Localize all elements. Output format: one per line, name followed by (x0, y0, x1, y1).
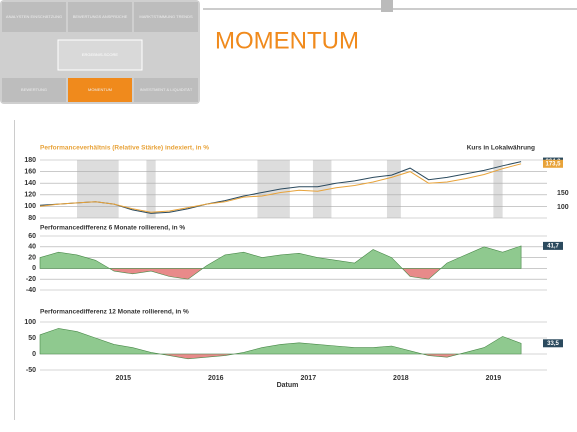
y-tick-label: 0 (32, 351, 36, 358)
y-tick-label: 100 (24, 319, 36, 326)
shaded-band (312, 160, 332, 218)
shaded-band (386, 160, 401, 218)
tile (2, 2, 66, 32)
frame (14, 120, 15, 420)
tile-label: INVESTMENT & LIQUIDITÄT (140, 87, 193, 92)
y-tick-label: 50 (28, 335, 36, 342)
tile (134, 78, 198, 102)
end-label-box (543, 339, 563, 348)
x-axis-label: Datum (277, 382, 299, 389)
x-tick-label: 2015 (115, 375, 131, 382)
x-tick-label: 2019 (486, 375, 502, 382)
tile-label: BEWERTUNGS ANSPRÜCHE (73, 14, 128, 19)
y-tick-label: 160 (24, 168, 36, 175)
line (39, 163, 522, 213)
end-label: 33,5 (547, 341, 559, 347)
tile-label: MARKTSTIMMUNG TRENDS (139, 14, 193, 19)
chart-title: Performanceverhältnis (Relative Stärke) … (40, 145, 209, 152)
y-tick-label: 40 (28, 244, 36, 251)
shaded-band (493, 160, 503, 218)
x-tick-label: 2017 (301, 375, 317, 382)
shaded-band (77, 160, 119, 218)
y-tick-label: 0 (32, 265, 36, 272)
y-tick-label: -50 (26, 367, 36, 374)
tile-label: BEWERTUNG (21, 87, 47, 92)
end-label-box (543, 159, 563, 168)
area (39, 245, 522, 280)
tile (68, 2, 132, 32)
tile-label: ANALYSTEN EINSCHÄTZUNG (6, 14, 62, 19)
shaded-band (257, 160, 290, 218)
area (39, 328, 522, 360)
shaded-band (146, 160, 156, 218)
y-tick-label: 100 (24, 203, 36, 210)
end-label: 41,7 (547, 243, 559, 249)
y-tick-label: 180 (24, 157, 36, 164)
tile (68, 78, 132, 102)
tile (2, 78, 66, 102)
y-tick-label: -20 (26, 276, 36, 283)
x-tick-label: 2018 (393, 375, 409, 382)
end-label-box (543, 241, 563, 250)
x-tick-label: 2016 (208, 375, 224, 382)
end-label: 173,5 (545, 161, 561, 167)
tile (57, 39, 143, 71)
chart-title: Performancedifferenz 6 Monate rollierend… (40, 225, 185, 232)
y-tick-label: 60 (28, 233, 36, 240)
tile-label: MOMENTUM (88, 87, 112, 92)
y-tick-label: 80 (28, 215, 36, 222)
y-tick-label: -40 (26, 287, 36, 294)
y-tick-label: 20 (28, 254, 36, 261)
tile (134, 2, 198, 32)
y-tick-label: 120 (24, 192, 36, 199)
chart-title: Performancedifferenz 12 Monate rollieren… (40, 309, 189, 316)
y2-tick-label: 100 (557, 204, 569, 211)
tab (381, 0, 393, 12)
y2-tick-label: 150 (557, 190, 569, 197)
y-tick-label: 140 (24, 180, 36, 187)
page-title: MOMENTUM (215, 27, 359, 54)
tile-label: ERGEBNIS-SCORE (82, 52, 119, 57)
right-title: Kurs in Lokalwährung (467, 145, 535, 152)
